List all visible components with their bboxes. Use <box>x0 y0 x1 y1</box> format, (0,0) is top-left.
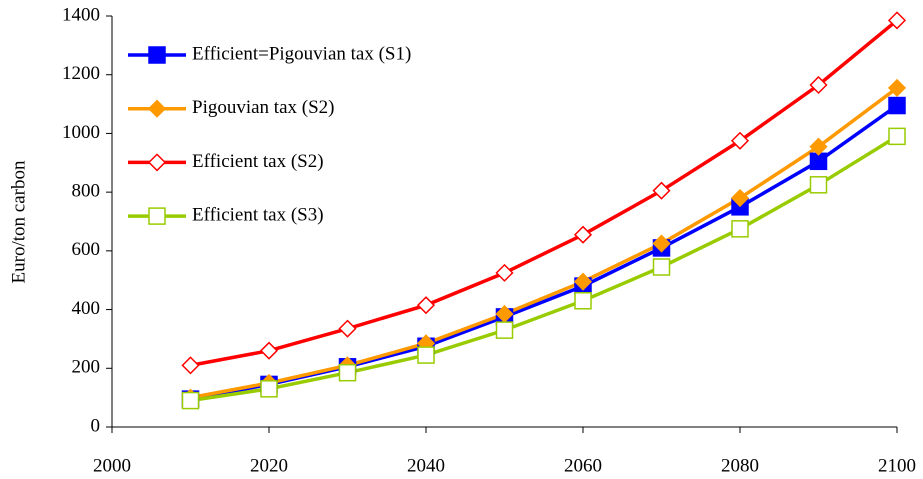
marker <box>809 176 828 194</box>
marker <box>730 188 750 208</box>
legend-marker <box>147 99 167 118</box>
y-tick-label: 200 <box>72 357 101 378</box>
marker <box>338 363 357 382</box>
x-tick-label: 2060 <box>564 455 602 476</box>
x-tick-label: 2040 <box>407 455 445 476</box>
marker <box>338 319 357 338</box>
marker <box>260 380 278 398</box>
x-tick-label: 2020 <box>250 455 288 476</box>
legend-label: Efficient=Pigouvian tax (S1) <box>192 43 411 64</box>
marker <box>652 181 671 200</box>
y-tick-label: 1000 <box>62 122 100 143</box>
marker <box>495 321 514 339</box>
marker <box>652 258 671 276</box>
marker <box>730 131 750 150</box>
marker <box>181 391 200 410</box>
marker <box>888 127 906 146</box>
marker <box>574 292 592 310</box>
marker <box>573 272 593 291</box>
y-tick-label: 400 <box>72 298 101 319</box>
x-tick-label: 2100 <box>878 455 916 476</box>
marker <box>181 356 200 375</box>
marker <box>887 78 907 97</box>
legend-marker <box>148 46 166 64</box>
legend-label: Pigouvian tax (S2) <box>192 97 335 118</box>
marker <box>809 152 828 171</box>
series-line <box>190 86 899 400</box>
marker <box>495 263 514 282</box>
series-line <box>190 19 899 368</box>
marker <box>652 234 671 253</box>
y-axis-label: Euro/ton carbon <box>8 160 29 283</box>
y-tick-label: 0 <box>91 415 101 436</box>
y-tick-label: 600 <box>72 239 101 260</box>
y-tick-label: 1400 <box>62 4 100 25</box>
series-line <box>190 134 898 403</box>
legend-marker <box>148 207 166 225</box>
legend-label: Efficient tax (S3) <box>192 204 324 225</box>
x-tick-label: 2000 <box>93 455 131 476</box>
marker <box>417 346 435 364</box>
marker <box>809 75 828 95</box>
marker <box>573 225 593 244</box>
legend-marker <box>147 153 167 172</box>
legend-label: Efficient tax (S2) <box>192 151 324 172</box>
marker <box>731 220 749 238</box>
marker <box>888 96 906 115</box>
marker <box>416 296 436 315</box>
y-tick-label: 1200 <box>62 63 100 84</box>
marker <box>809 137 828 156</box>
marker <box>887 11 907 30</box>
x-tick-label: 2080 <box>721 455 759 476</box>
y-tick-label: 800 <box>72 181 101 202</box>
marker <box>259 341 279 360</box>
